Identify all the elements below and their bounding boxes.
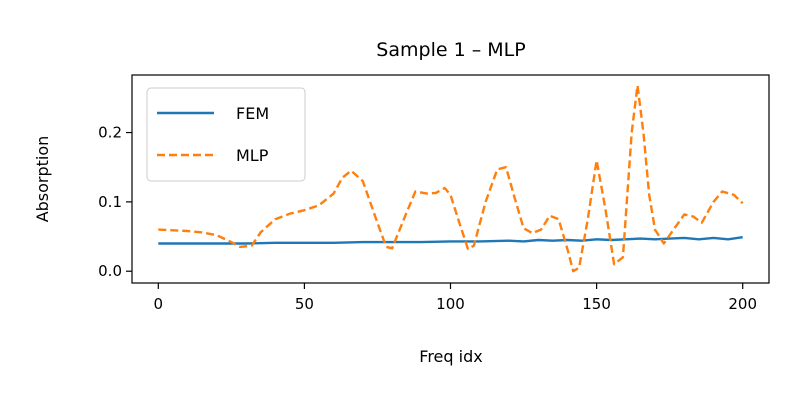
legend-box: [146, 87, 306, 182]
x-tick-label: 0: [154, 295, 164, 313]
legend-label-fem: FEM: [236, 104, 269, 123]
x-tick-label: 200: [728, 295, 757, 313]
series-line-fem: [158, 236, 743, 245]
y-tick-label: 0.0: [98, 262, 122, 280]
series-line-mlp: [158, 84, 744, 273]
legend: FEM MLP: [146, 87, 306, 182]
y-axis-label: Absorption: [33, 136, 52, 223]
x-axis-label: Freq idx: [419, 347, 482, 366]
ticks: 0 50 100 150 200 0.0 0.1 0.2: [98, 124, 757, 313]
x-tick-label: 50: [295, 295, 314, 313]
plot-area: [158, 84, 744, 273]
x-tick-label: 150: [582, 295, 611, 313]
chart-title: Sample 1 – MLP: [376, 39, 525, 61]
y-tick-label: 0.2: [98, 124, 122, 142]
legend-label-mlp: MLP: [236, 146, 269, 165]
x-tick-label: 100: [436, 295, 465, 313]
y-tick-label: 0.1: [98, 193, 122, 211]
